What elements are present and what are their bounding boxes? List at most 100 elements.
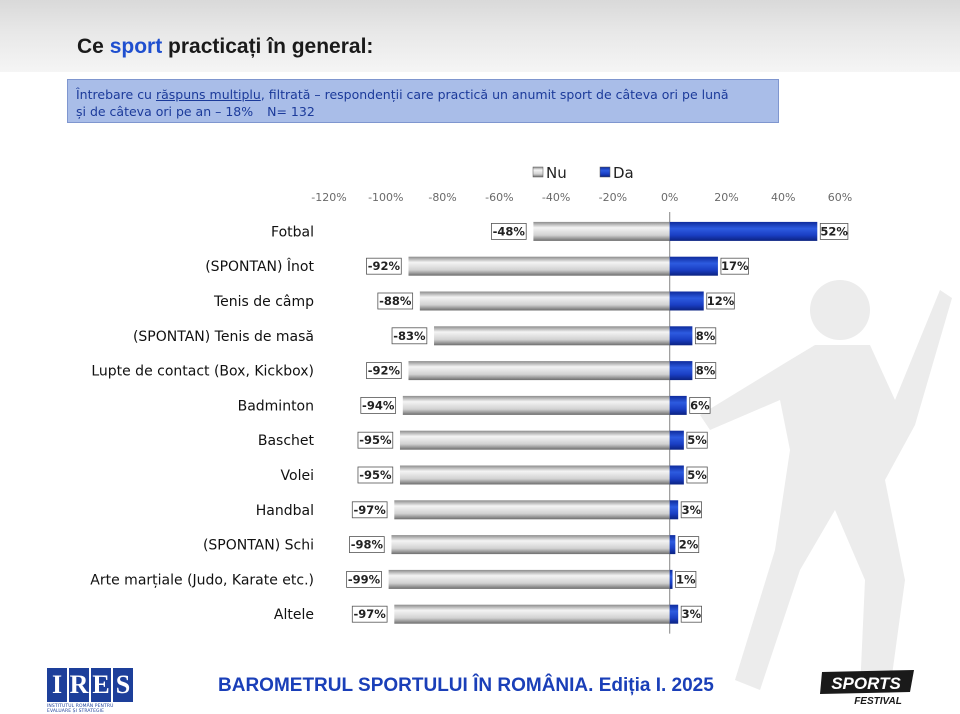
data-label-nu: -92% <box>368 259 401 273</box>
data-label-da: 5% <box>687 433 707 447</box>
data-label-da-group: 1% <box>675 570 697 588</box>
data-label-da: 12% <box>707 294 735 308</box>
data-label-nu-box <box>346 570 382 588</box>
title-plain: Ce <box>77 35 110 58</box>
bar-da <box>669 535 676 555</box>
data-label-da: 17% <box>721 259 749 273</box>
data-label-nu-box <box>357 466 394 484</box>
sample-size: N= 132 <box>267 104 315 119</box>
data-label-da: 3% <box>682 503 702 517</box>
footer-title: BAROMETRUL SPORTULUI ÎN ROMÂNIA. Ediția … <box>218 675 714 696</box>
question-line-1: Întrebare cu răspuns multiplu, filtrată … <box>76 86 770 103</box>
data-label-nu-group: -92% <box>366 362 402 380</box>
title-highlight: sport <box>109 35 163 58</box>
bar-nu <box>388 569 670 589</box>
data-label-da-box <box>686 466 708 484</box>
data-label-da-box <box>677 536 700 554</box>
data-label-da-group: 5% <box>686 431 708 449</box>
bar-nu <box>391 535 670 555</box>
legend: Nu Da <box>532 164 634 182</box>
data-label-nu-group: -97% <box>351 501 388 519</box>
data-label-nu-group: -83% <box>391 327 428 345</box>
data-label-nu: -99% <box>348 572 381 586</box>
data-label-da: 8% <box>696 329 716 343</box>
x-tick-label: -60% <box>485 191 513 204</box>
data-label-da-group: 6% <box>689 396 711 414</box>
bar-da <box>669 500 679 520</box>
data-label-da: 2% <box>679 538 699 552</box>
data-label-nu: -88% <box>379 294 412 308</box>
bar-da <box>669 256 718 276</box>
data-label-nu-box <box>349 536 385 554</box>
bar-nu <box>408 256 670 276</box>
x-tick-label: 60% <box>828 191 852 204</box>
title-rest: practicați în general: <box>162 35 374 58</box>
data-label-da-box <box>720 257 749 275</box>
bar-da <box>669 604 679 624</box>
data-label-nu: -83% <box>393 329 426 343</box>
ires-letter-i: I <box>47 668 67 702</box>
data-label-da-group: 3% <box>680 605 702 623</box>
data-label-nu-box <box>360 396 397 414</box>
data-label-da: 52% <box>820 224 848 238</box>
ires-letter-r: R <box>69 668 89 702</box>
category-label: Handbal <box>256 503 314 519</box>
ires-letter-e: E <box>91 668 111 702</box>
data-labels: -48% 52% -92% 17% -88% 12% -83% 8% -92% 8% -94% 6% -… <box>346 223 848 623</box>
bar-nu <box>402 395 670 415</box>
page-title: Ce sport practicați în general: <box>77 35 373 59</box>
x-tick-label: 0% <box>661 191 678 204</box>
data-label-nu: -48% <box>493 224 526 238</box>
data-label-nu: -97% <box>354 607 387 621</box>
category-label: (SPONTAN) Înot <box>205 257 314 275</box>
question-prefix: Întrebare cu <box>76 87 156 102</box>
data-label-nu-group: -99% <box>346 570 382 588</box>
data-label-da: 8% <box>696 364 716 378</box>
data-label-nu-group: -98% <box>349 536 385 554</box>
legend-swatch-1 <box>599 166 611 178</box>
category-label: (SPONTAN) Tenis de masă <box>133 329 314 345</box>
ires-letter-s: S <box>113 668 133 702</box>
legend-label-1: Da <box>613 164 634 182</box>
data-label-nu-group: -92% <box>366 257 402 275</box>
x-axis: -120% -100% -80% -60% -40% -20% 0% 20% 40% 60% <box>311 191 852 204</box>
data-label-nu-box <box>351 605 388 623</box>
data-label-nu-group: -97% <box>351 605 388 623</box>
bar-nu <box>394 500 670 520</box>
data-label-da-box <box>686 431 708 449</box>
category-label: Volei <box>281 468 314 484</box>
x-tick-label: -20% <box>599 191 627 204</box>
category-label: Altele <box>274 607 314 623</box>
category-labels: Fotbal (SPONTAN) Înot Tenis de câmp (SPONTA… <box>90 224 314 623</box>
question-underlined: răspuns multiplu <box>155 87 261 102</box>
x-tick-label: -100% <box>368 191 403 204</box>
bar-nu <box>533 221 670 241</box>
bar-da <box>669 361 693 381</box>
data-label-nu-box <box>351 501 388 519</box>
category-label: (SPONTAN) Schi <box>203 538 314 554</box>
bar-chart: Nu Da -120% -100% -80% -60% -40% -20% 0% 20% 40% 6… <box>90 164 852 634</box>
data-label-da-box <box>675 570 697 588</box>
data-label-nu-box <box>357 431 394 449</box>
question-text-1: , filtrată – respondenții care practică … <box>260 87 729 102</box>
data-label-nu-box <box>490 223 527 240</box>
data-label-da-group: 5% <box>686 466 708 484</box>
data-label-da-box <box>694 362 717 380</box>
data-label-da-box <box>689 396 711 414</box>
question-line-2: și de câteva ori pe an – 18% N= 132 <box>76 103 770 120</box>
bar-da <box>669 465 684 485</box>
x-tick-label: -120% <box>311 191 346 204</box>
data-label-da-group: 2% <box>677 536 700 554</box>
data-label-nu: -98% <box>351 538 384 552</box>
bar-da <box>669 395 687 415</box>
category-label: Fotbal <box>271 224 314 240</box>
category-label: Badminton <box>238 398 314 414</box>
question-box: Întrebare cu răspuns multiplu, filtrată … <box>67 79 779 123</box>
category-label: Baschet <box>258 433 315 449</box>
bar-da <box>669 291 704 311</box>
data-label-nu-group: -95% <box>357 466 394 484</box>
runner-silhouette-icon <box>700 280 952 690</box>
bar-nu <box>419 291 670 311</box>
bar-nu <box>434 326 670 346</box>
